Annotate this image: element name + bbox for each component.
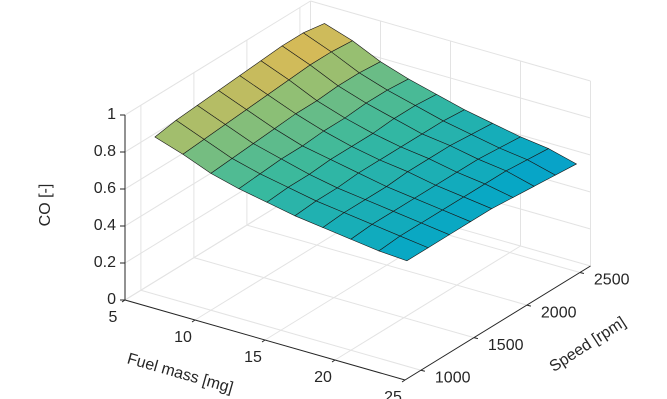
z-axis-label: CO [-] bbox=[37, 184, 54, 227]
x-tick bbox=[261, 339, 266, 343]
surface-patch bbox=[378, 235, 429, 262]
x-tick-label: 20 bbox=[314, 369, 332, 386]
z-tick-label: 0.4 bbox=[94, 217, 116, 234]
x-tick-label: 25 bbox=[384, 389, 402, 399]
y-tick bbox=[579, 272, 585, 274]
z-tick-label: 1 bbox=[107, 106, 116, 123]
x-tick-label: 10 bbox=[174, 329, 192, 346]
x-axis-label: Fuel mass [mg] bbox=[125, 350, 235, 397]
x-tick-label: 15 bbox=[244, 349, 262, 366]
y-tick bbox=[473, 337, 479, 340]
x-tick bbox=[401, 379, 406, 383]
z-tick-label: 0 bbox=[107, 291, 116, 308]
z-tick-label: 0.2 bbox=[94, 254, 116, 271]
y-tick-label: 2000 bbox=[541, 304, 577, 321]
y-tick-label: 2500 bbox=[594, 272, 630, 289]
x-tick-label: 5 bbox=[109, 309, 118, 326]
z-tick-label: 0.8 bbox=[94, 143, 116, 160]
y-tick-label: 1500 bbox=[488, 337, 524, 354]
y-tick-label: 1000 bbox=[435, 369, 471, 386]
grid-line bbox=[193, 257, 475, 339]
y-axis bbox=[404, 265, 591, 381]
x-tick bbox=[331, 359, 336, 363]
y-tick bbox=[526, 304, 532, 307]
grid-line bbox=[124, 0, 311, 116]
y-axis-label: Speed [rpm] bbox=[547, 314, 629, 376]
z-tick-label: 0.6 bbox=[94, 180, 116, 197]
grid-line bbox=[246, 224, 528, 306]
y-tick bbox=[420, 369, 426, 372]
grid-line bbox=[140, 289, 422, 371]
grid-line bbox=[334, 245, 521, 361]
x-tick bbox=[191, 319, 196, 323]
